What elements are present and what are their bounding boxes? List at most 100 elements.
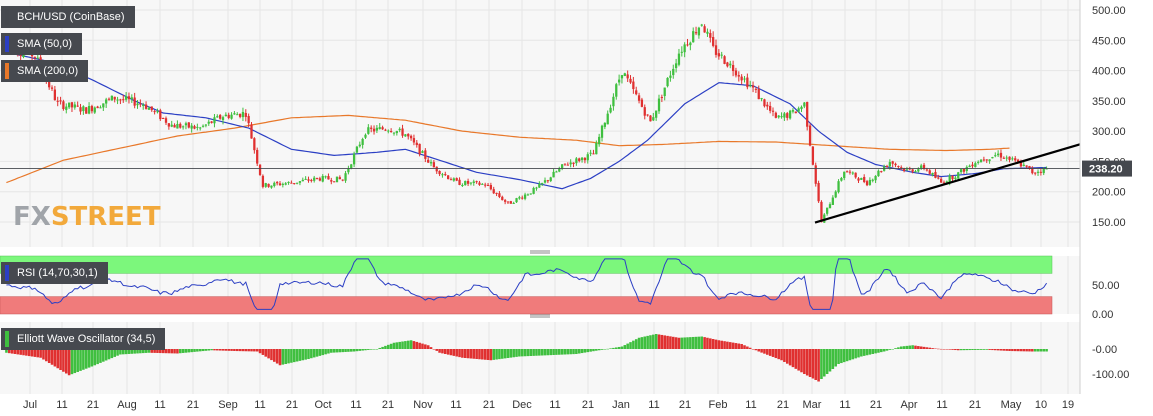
ewo-bar <box>563 349 567 355</box>
candle-body <box>219 115 222 119</box>
panel-resize-handle-ewo[interactable] <box>530 314 550 318</box>
ewo-bar <box>307 349 310 359</box>
x-tick-label: 21 <box>87 399 99 411</box>
ewo-bar <box>891 349 894 350</box>
ewo-bar <box>934 348 937 349</box>
ewo-bar <box>860 349 863 357</box>
ewo-bar <box>555 349 558 355</box>
candle-body <box>449 179 453 181</box>
candle-body <box>506 201 510 203</box>
rsi-swatch <box>5 265 9 281</box>
candle-body <box>763 99 766 107</box>
candle-body <box>199 127 202 129</box>
candle-body <box>700 24 703 26</box>
candle-body <box>677 53 681 65</box>
candle-body <box>361 138 364 145</box>
candle-body <box>999 152 1003 158</box>
ewo-bar <box>318 349 322 356</box>
candle-body <box>307 179 310 181</box>
x-tick-label: 11 <box>154 399 165 411</box>
ewo-bar <box>629 342 632 349</box>
ewo-bar <box>720 340 723 349</box>
candle-body <box>276 182 279 184</box>
panel-resize-handle-rsi[interactable] <box>530 250 550 254</box>
candle-body <box>726 62 729 67</box>
rsi-legend[interactable]: RSI (14,70,30,1) <box>1 262 108 284</box>
ewo-bar <box>449 349 453 356</box>
ewo-bar <box>130 349 134 354</box>
ewo-bar <box>654 334 658 349</box>
ewo-bar <box>264 349 268 357</box>
sma200-legend[interactable]: SMA (200,0) <box>1 60 89 82</box>
candle-body <box>227 114 230 118</box>
candle-body <box>224 114 227 117</box>
ewo-bar <box>255 349 259 352</box>
candle-body <box>99 107 102 109</box>
candle-body <box>743 78 746 80</box>
candle-body <box>894 163 897 166</box>
support-trendline[interactable] <box>814 143 1081 224</box>
sma50-legend[interactable]: SMA (50,0) <box>1 33 83 55</box>
x-tick-label: Oct <box>314 399 331 411</box>
ewo-bar <box>939 348 943 350</box>
candle-body <box>874 175 877 181</box>
ewo-bar <box>141 349 145 354</box>
ewo-bar <box>127 349 131 354</box>
candle-body <box>438 170 441 175</box>
candle-body <box>578 158 581 161</box>
ewo-bar <box>523 349 527 357</box>
ewo-bar <box>1045 349 1048 352</box>
ewo-bar <box>159 349 162 354</box>
candle-body <box>851 172 854 174</box>
candle-body <box>147 107 151 110</box>
candle-body <box>592 153 595 155</box>
symbol-legend[interactable]: BCH/USD (CoinBase) <box>1 6 135 28</box>
ewo-bar <box>968 349 971 351</box>
ewo-bar <box>233 349 236 351</box>
ewo-bar <box>880 349 883 353</box>
candle-body <box>808 125 812 146</box>
ewo-bar <box>515 349 518 357</box>
ewo-bar <box>828 349 832 372</box>
candle-body <box>555 171 558 173</box>
ewo-bar <box>438 349 441 353</box>
ewo-bar <box>70 349 74 375</box>
ewo-bar <box>746 346 749 349</box>
ewo-bar <box>361 349 364 351</box>
candle-body <box>603 122 607 127</box>
candle-body <box>56 100 59 102</box>
ewo-bar <box>1002 349 1006 351</box>
candle-body <box>472 181 475 183</box>
ewo-bar <box>962 349 966 351</box>
candle-body <box>1031 168 1034 174</box>
ewo-bar <box>204 349 208 351</box>
ewo-bar <box>367 349 370 350</box>
candle-body <box>848 171 852 173</box>
ewo-bar <box>612 347 615 349</box>
ewo-bar <box>164 349 168 354</box>
ewo-bar <box>1008 349 1011 351</box>
candle-body <box>788 110 792 119</box>
ewo-bar <box>908 345 912 349</box>
candle-body <box>837 181 840 193</box>
ewo-bar <box>597 349 601 351</box>
ewo-bar <box>837 349 840 364</box>
candle-body <box>900 167 903 169</box>
candle-body <box>187 122 190 128</box>
sma50-line <box>6 51 1047 190</box>
candle-body <box>62 101 65 110</box>
ewo-bar <box>600 349 604 350</box>
ewo-bar <box>549 349 553 356</box>
candle-body <box>1028 166 1031 169</box>
candle-body <box>119 99 122 101</box>
x-tick-label: Sep <box>218 399 238 411</box>
candle-body <box>518 197 521 199</box>
ewo-bar <box>87 349 91 368</box>
candle-body <box>512 202 515 204</box>
candle-body <box>811 146 815 165</box>
ewo-bar <box>820 349 823 379</box>
candle-body <box>330 180 333 182</box>
ewo-bar <box>230 349 233 351</box>
ewo-legend[interactable]: Elliott Wave Oscillator (34,5) <box>1 328 166 350</box>
ewo-bar <box>583 349 587 353</box>
